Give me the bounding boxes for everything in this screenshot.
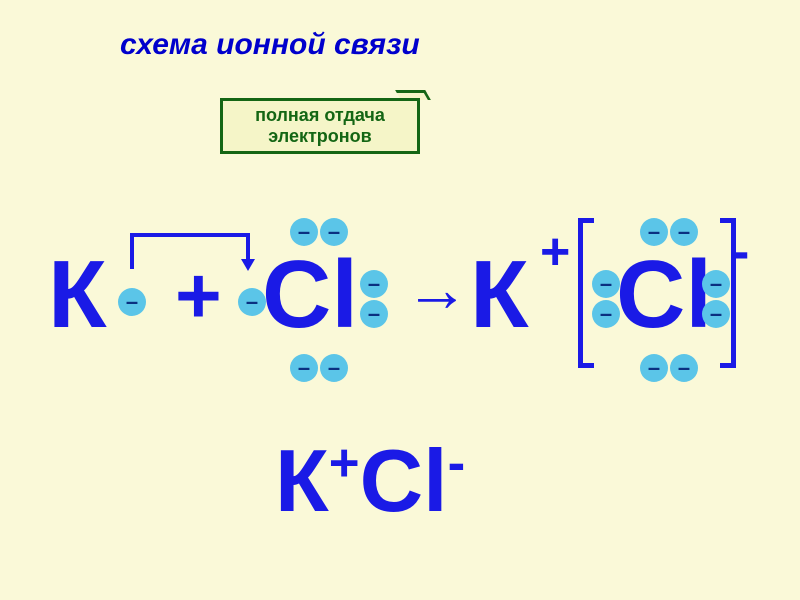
- atom-K-right: К: [470, 240, 529, 350]
- electron-Cl1-5: –: [290, 354, 318, 382]
- atom-Cl-right: Cl: [616, 240, 712, 350]
- electron-Cl1-6: –: [320, 354, 348, 382]
- electron-Cl2-4: –: [702, 270, 730, 298]
- electron-Cl2-0: –: [592, 270, 620, 298]
- box-line2: электронов: [268, 126, 371, 147]
- electron-Cl2-1: –: [592, 300, 620, 328]
- electron-Cl1-3: –: [360, 270, 388, 298]
- atom-Cl-left: Cl: [262, 240, 358, 350]
- reaction-arrow: →: [405, 252, 469, 326]
- electron-Cl2-5: –: [702, 300, 730, 328]
- electron-Cl2-2: –: [640, 218, 668, 246]
- electron-Cl1-1: –: [290, 218, 318, 246]
- electron-K1-0: –: [118, 288, 146, 316]
- bracket-left: [578, 218, 594, 368]
- diagram-canvas: схема ионной связи полная отдачаэлектроно…: [0, 0, 800, 600]
- electron-Cl2-7: –: [670, 354, 698, 382]
- K-charge: +: [540, 222, 570, 282]
- box-line1: полная отдача: [255, 105, 385, 126]
- title: схема ионной связи: [120, 28, 420, 62]
- transfer-arrow: [120, 227, 268, 277]
- electron-Cl2-6: –: [640, 354, 668, 382]
- electron-Cl1-2: –: [320, 218, 348, 246]
- electron-Cl1-0: –: [238, 288, 266, 316]
- atom-K-left: К: [48, 240, 107, 350]
- caption-box: полная отдачаэлектронов: [220, 98, 420, 154]
- product-formula: К+Cl-: [275, 430, 465, 532]
- electron-Cl2-3: –: [670, 218, 698, 246]
- electron-Cl1-4: –: [360, 300, 388, 328]
